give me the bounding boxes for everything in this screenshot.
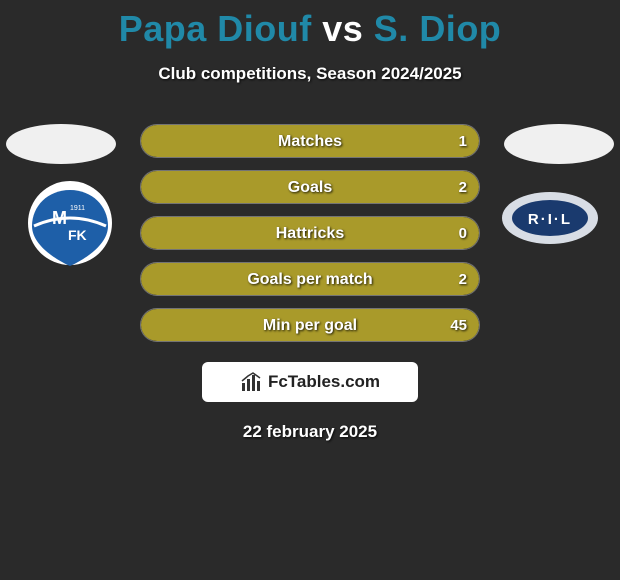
subtitle: Club competitions, Season 2024/2025 xyxy=(0,64,620,84)
vs-label: vs xyxy=(322,8,363,49)
stat-row: Min per goal45 xyxy=(140,308,480,342)
stat-label: Min per goal xyxy=(141,309,479,342)
chart-icon xyxy=(240,371,262,393)
stat-label: Hattricks xyxy=(141,217,479,250)
stat-value-right: 45 xyxy=(450,309,467,342)
comparison-title: Papa Diouf vs S. Diop xyxy=(0,0,620,50)
stats-container: Matches1Goals2Hattricks0Goals per match2… xyxy=(140,124,480,342)
stat-value-right: 2 xyxy=(459,263,467,296)
stat-row: Goals2 xyxy=(140,170,480,204)
player2-name: S. Diop xyxy=(374,8,502,49)
svg-text:R·I·L: R·I·L xyxy=(528,211,572,228)
player1-avatar xyxy=(6,124,116,164)
content-area: M FK 1911 R·I·L Matches1Goals2Hattricks0… xyxy=(0,124,620,442)
stat-value-right: 0 xyxy=(459,217,467,250)
stat-label: Goals xyxy=(141,171,479,204)
stat-label: Goals per match xyxy=(141,263,479,296)
player1-name: Papa Diouf xyxy=(119,8,312,49)
stat-value-right: 2 xyxy=(459,171,467,204)
date-label: 22 february 2025 xyxy=(0,422,620,442)
player2-avatar xyxy=(504,124,614,164)
player2-club-badge: R·I·L xyxy=(500,178,600,278)
stat-label: Matches xyxy=(141,125,479,158)
stat-row: Matches1 xyxy=(140,124,480,158)
stat-row: Goals per match2 xyxy=(140,262,480,296)
svg-text:FK: FK xyxy=(68,227,87,243)
club-badge-right-svg: R·I·L xyxy=(500,178,600,278)
attribution-text: FcTables.com xyxy=(268,372,380,392)
stat-value-right: 1 xyxy=(459,125,467,158)
player1-club-badge: M FK 1911 xyxy=(20,178,120,278)
attribution-box[interactable]: FcTables.com xyxy=(202,362,418,402)
stat-row: Hattricks0 xyxy=(140,216,480,250)
svg-text:M: M xyxy=(52,208,67,228)
svg-text:1911: 1911 xyxy=(70,205,85,212)
club-badge-left-svg: M FK 1911 xyxy=(20,178,120,278)
